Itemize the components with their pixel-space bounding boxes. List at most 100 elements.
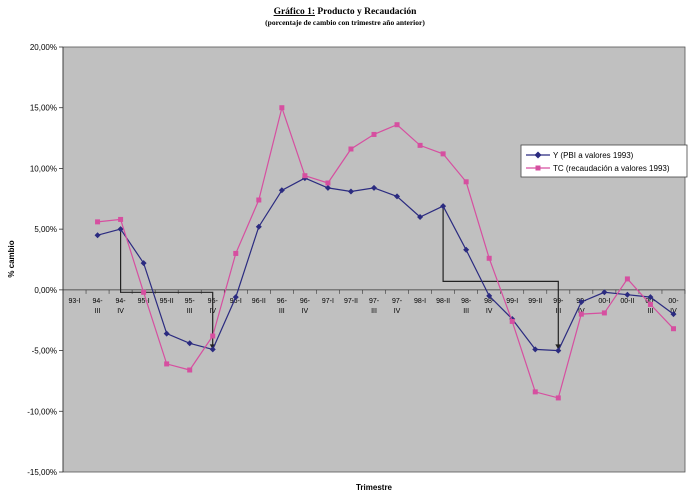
x-axis-label: Trimestre [356, 483, 393, 492]
data-point-y-pbi [371, 184, 377, 191]
x-tick-label: 00-II [620, 298, 634, 305]
data-point-y-pbi [532, 346, 539, 353]
data-point-y-pbi [278, 187, 285, 194]
x-tick-label: 00-I [598, 298, 610, 305]
data-point-y-pbi [209, 346, 216, 353]
series-line-tc-recaudacion [97, 105, 674, 399]
data-point-tc-recaudacion [463, 179, 469, 185]
data-point-y-pbi [463, 246, 470, 253]
data-point-tc-recaudacion [578, 311, 584, 317]
data-point-tc-recaudacion [118, 216, 124, 222]
y-tick-label: 15,00% [30, 104, 57, 113]
data-point-y-pbi [347, 188, 354, 195]
annotation-step-line [442, 206, 559, 350]
chart-title-main: Producto y Recaudación [315, 7, 417, 17]
x-tick-label: 97-II [344, 298, 358, 305]
x-tick-label: 98-III [461, 298, 472, 315]
x-tick-label: 94-IV [116, 298, 127, 315]
y-tick-label: 0,00% [34, 286, 57, 295]
data-point-y-pbi [255, 223, 262, 230]
x-tick-label: 98-I [414, 298, 426, 305]
plot-area [62, 46, 686, 473]
data-point-y-pbi [578, 299, 585, 305]
chart-title-prefix: Gráfico 1: [274, 7, 315, 17]
x-tick-label: 95-III [185, 298, 196, 315]
y-axis-tick-labels: -15,00% -10,00% -5,00% 0,00% 5,00% 10,00% 15,0… [27, 43, 57, 477]
legend-box [520, 144, 688, 178]
legend-y-marker [534, 151, 542, 159]
data-point-tc-recaudacion [233, 250, 239, 256]
data-point-tc-recaudacion [302, 173, 308, 179]
series-lines [94, 105, 677, 401]
data-point-y-pbi [186, 340, 193, 347]
x-tick-label: 96-II [252, 298, 266, 305]
data-point-tc-recaudacion [141, 289, 147, 295]
data-point-y-pbi [417, 214, 424, 220]
data-point-tc-recaudacion [555, 395, 561, 401]
x-tick-label: 96-IV [300, 298, 311, 315]
data-point-tc-recaudacion [279, 105, 285, 111]
data-point-y-pbi [670, 311, 677, 318]
x-tick-label: 96-I [230, 298, 242, 305]
x-tick-label: 93-I [68, 298, 80, 305]
x-tick-label: 97-IV [392, 298, 403, 315]
data-point-tc-recaudacion [394, 122, 400, 128]
annotation-arrowhead [555, 344, 562, 350]
data-point-y-pbi [232, 294, 239, 301]
data-point-tc-recaudacion [624, 276, 630, 282]
x-tick-label: 96-III [277, 298, 288, 315]
annotation-step-line [120, 229, 214, 350]
y-tick-label: -15,00% [27, 468, 57, 477]
data-point-tc-recaudacion [371, 131, 377, 137]
chart-title: Gráfico 1: Producto y Recaudación [274, 7, 418, 17]
data-point-tc-recaudacion [532, 389, 538, 395]
x-tick-label: 94-III [92, 298, 103, 315]
legend-y-label: Y (PBI a valores 1993) [553, 151, 634, 160]
data-point-tc-recaudacion [509, 318, 515, 324]
y-tick-label: -10,00% [27, 407, 57, 416]
data-point-tc-recaudacion [210, 333, 216, 339]
data-point-y-pbi [394, 193, 401, 200]
data-point-tc-recaudacion [486, 255, 492, 261]
x-tick-label: 98-IV [484, 298, 495, 315]
series-line-y-pbi [97, 177, 674, 352]
data-point-tc-recaudacion [440, 151, 446, 157]
data-point-tc-recaudacion [256, 197, 262, 203]
x-tick-label: 99-II [528, 298, 542, 305]
x-tick-label: 95-I [138, 298, 150, 305]
data-point-y-pbi [117, 226, 124, 233]
data-point-tc-recaudacion [164, 361, 170, 367]
data-point-y-pbi [140, 260, 147, 267]
x-tick-label: 95-II [160, 298, 174, 305]
data-point-tc-recaudacion [647, 301, 653, 307]
legend-tc-label: TC (recaudación a valores 1993) [553, 164, 670, 173]
data-point-y-pbi [624, 291, 631, 298]
data-point-y-pbi [94, 232, 101, 239]
legend: Y (PBI a valores 1993) TC (recaudación a… [520, 144, 688, 178]
chart-subtitle: (porcentaje de cambio con trimestre año … [265, 18, 425, 27]
data-point-y-pbi [555, 347, 562, 354]
x-tick-label: 97-III [369, 298, 380, 315]
data-point-tc-recaudacion [670, 326, 676, 332]
x-tick-label: 00-III [645, 298, 656, 315]
data-point-tc-recaudacion [601, 310, 607, 316]
y-tick-label: 20,00% [30, 43, 57, 52]
y-tick-label: 5,00% [34, 225, 57, 234]
y-tick-label: 10,00% [30, 164, 57, 173]
data-point-y-pbi [647, 294, 654, 301]
data-point-y-pbi [486, 292, 493, 299]
data-point-tc-recaudacion [95, 219, 101, 225]
axes [59, 46, 686, 473]
data-point-tc-recaudacion [187, 367, 193, 373]
legend-tc-marker [535, 165, 541, 171]
data-point-tc-recaudacion [417, 142, 423, 148]
data-point-y-pbi [440, 203, 447, 210]
y-tick-label: -5,00% [32, 347, 57, 356]
data-point-y-pbi [163, 330, 170, 337]
data-point-y-pbi [324, 184, 331, 191]
x-tick-label: 98-II [436, 298, 450, 305]
y-axis-label: % cambio [7, 240, 16, 277]
x-tick-label: 99-I [506, 298, 518, 305]
